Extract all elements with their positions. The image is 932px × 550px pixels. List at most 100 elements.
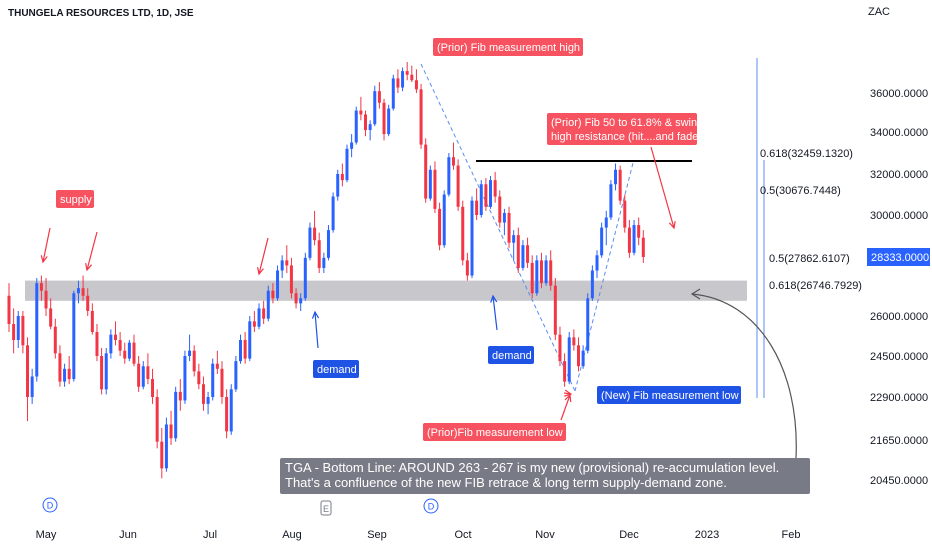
candle-body (637, 225, 641, 238)
time-axis-label: Sep (367, 529, 387, 541)
candle-body (113, 334, 117, 340)
chart-title: THUNGELA RESOURCES LTD, 1D, JSE (8, 8, 194, 19)
time-axis-label: Jun (119, 529, 137, 541)
candle-body (86, 295, 90, 311)
candle-body (461, 206, 465, 261)
candle-body (419, 89, 423, 145)
candle-body (424, 144, 428, 199)
candle-body (192, 350, 196, 372)
price-axis-tick: 22900.0000 (870, 392, 928, 404)
earnings-event-label: E (323, 504, 329, 514)
candle-body (299, 298, 303, 304)
bottom-line-note-text: TGA - Bottom Line: AROUND 263 - 267 is m… (285, 460, 779, 475)
candle-body (530, 262, 534, 294)
candle-body (470, 200, 474, 276)
candle-body (350, 142, 354, 149)
candle-body (336, 174, 340, 197)
candle-body (549, 260, 553, 286)
candle-body (178, 391, 182, 401)
candle-body (326, 230, 330, 258)
candle-body (433, 169, 437, 209)
earnings-event-marker (320, 500, 332, 516)
price-axis-tick: 20450.0000 (870, 475, 928, 487)
candle-body (109, 334, 113, 354)
candle-body (201, 384, 205, 404)
candle-body (30, 376, 34, 397)
candle-body (512, 235, 516, 243)
candle-body (239, 340, 242, 362)
fib-level-label: 0.5(27862.6107) (769, 253, 850, 265)
dividend-event-marker (42, 497, 58, 513)
candle-body (368, 124, 372, 131)
candle-body (252, 321, 256, 327)
candle-body (39, 283, 43, 291)
supply-arrow (86, 231, 98, 271)
candle-body (215, 363, 219, 369)
price-axis-tick: 36000.0000 (870, 88, 928, 100)
price-axis-tick: 21650.0000 (870, 435, 928, 447)
candle-body (280, 260, 284, 271)
prior-fib-low-arrow-head (564, 389, 573, 397)
candle-body (271, 290, 275, 299)
candle-body (58, 353, 62, 382)
new-fib-low-label-box (597, 386, 741, 404)
fade-arrow (650, 146, 675, 229)
candle-body (359, 110, 363, 115)
prior-fib-low-label-text: (Prior)Fib measurement low (427, 427, 563, 439)
candle-body (104, 353, 108, 390)
current-price-label: 28333.0000 (871, 252, 929, 264)
candle-body (465, 260, 469, 276)
candle-body (220, 368, 224, 397)
candle-body (456, 165, 460, 207)
fib-level-label: 0.5(30676.7448) (760, 185, 841, 197)
candle-body (151, 379, 155, 397)
demand-label-box (313, 360, 359, 378)
candle-body (285, 260, 289, 266)
candle-body (90, 310, 94, 332)
candle-body (576, 345, 580, 367)
candle-body (127, 342, 131, 359)
candle-body (169, 424, 173, 439)
candle-body (498, 196, 502, 223)
time-axis-label: Feb (782, 529, 801, 541)
demand-arrow (314, 311, 319, 349)
candle-body (63, 368, 67, 382)
candle-body (123, 350, 127, 359)
time-axis-label: Jul (203, 529, 217, 541)
bottom-line-note-box (280, 458, 810, 494)
supply-arrow-head (256, 267, 264, 276)
fade-arrow-head (668, 221, 676, 230)
supply-demand-zone (25, 280, 747, 301)
note-curve-arrow (691, 293, 797, 459)
candle-body (581, 350, 585, 367)
fib-level-label: 0.618(26746.7929) (769, 280, 862, 292)
price-axis-tick: 32000.0000 (870, 169, 928, 181)
candle-body (507, 212, 511, 243)
candle-body (276, 270, 280, 299)
time-axis-label: Dec (619, 529, 639, 541)
candle-body (164, 424, 168, 469)
fib-resistance-label-box (547, 113, 697, 145)
candle-body (442, 194, 446, 246)
candle-body (553, 285, 557, 335)
demand-label-text: demand (492, 350, 532, 362)
candle-body (539, 260, 543, 284)
candle-body (428, 169, 432, 199)
candle-body (405, 71, 409, 75)
supply-arrow-head (40, 255, 48, 264)
price-axis-tick: 26000.0000 (870, 311, 928, 323)
candle-body (438, 208, 442, 246)
supply-label-text: supply (60, 194, 92, 206)
candle-body (345, 148, 349, 181)
candle-body (590, 270, 594, 299)
candle-body (21, 316, 25, 346)
candle-body (410, 74, 414, 81)
candle-body (614, 169, 618, 185)
candle-body (600, 227, 604, 256)
demand-arrow-head (490, 294, 498, 303)
candle-body (26, 345, 30, 397)
candle-body (243, 340, 247, 359)
candle-body (451, 157, 455, 166)
current-price-badge (867, 248, 930, 266)
